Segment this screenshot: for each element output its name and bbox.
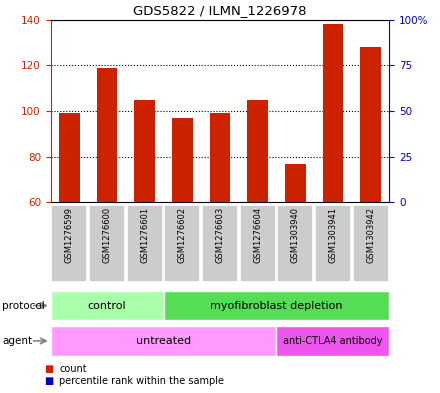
Text: GSM1303941: GSM1303941 <box>328 207 337 263</box>
Bar <box>285 163 306 202</box>
Text: GSM1303940: GSM1303940 <box>291 207 300 263</box>
Text: untreated: untreated <box>136 336 191 346</box>
Text: GSM1276599: GSM1276599 <box>65 207 74 263</box>
FancyBboxPatch shape <box>51 205 88 282</box>
Text: ■: ■ <box>44 364 53 374</box>
Bar <box>97 68 117 202</box>
Text: GSM1276602: GSM1276602 <box>178 207 187 263</box>
FancyBboxPatch shape <box>127 205 163 282</box>
Text: count: count <box>59 364 87 374</box>
FancyBboxPatch shape <box>164 205 201 282</box>
Title: GDS5822 / ILMN_1226978: GDS5822 / ILMN_1226978 <box>133 4 307 17</box>
FancyBboxPatch shape <box>202 205 238 282</box>
Bar <box>360 47 381 202</box>
FancyBboxPatch shape <box>315 205 351 282</box>
Text: GSM1276601: GSM1276601 <box>140 207 149 263</box>
Text: myofibroblast depletion: myofibroblast depletion <box>210 301 343 310</box>
Text: GSM1303942: GSM1303942 <box>366 207 375 263</box>
Bar <box>209 113 231 202</box>
Bar <box>172 118 193 202</box>
Bar <box>134 99 155 202</box>
FancyBboxPatch shape <box>277 205 313 282</box>
Text: agent: agent <box>2 336 32 346</box>
Bar <box>59 113 80 202</box>
Bar <box>164 291 389 320</box>
Bar <box>51 291 164 320</box>
Text: GSM1276604: GSM1276604 <box>253 207 262 263</box>
Text: GSM1276603: GSM1276603 <box>216 207 224 263</box>
FancyBboxPatch shape <box>89 205 125 282</box>
Text: control: control <box>88 301 126 310</box>
FancyBboxPatch shape <box>239 205 276 282</box>
Text: anti-CTLA4 antibody: anti-CTLA4 antibody <box>283 336 383 346</box>
Text: protocol: protocol <box>2 301 45 310</box>
Bar <box>323 24 343 202</box>
Text: GSM1276600: GSM1276600 <box>103 207 112 263</box>
Bar <box>276 326 389 356</box>
Bar <box>51 326 276 356</box>
Bar <box>247 99 268 202</box>
Text: ■: ■ <box>44 376 53 386</box>
FancyBboxPatch shape <box>352 205 389 282</box>
Text: percentile rank within the sample: percentile rank within the sample <box>59 376 224 386</box>
